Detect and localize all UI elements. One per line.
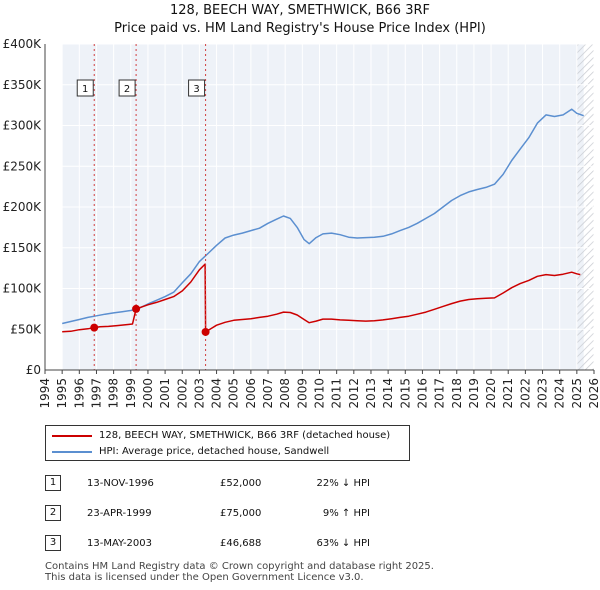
- x-tick-label: 2026: [587, 378, 600, 409]
- x-tick-label: 2022: [518, 378, 532, 409]
- x-tick-label: 1999: [124, 378, 138, 409]
- sale-number-badge: 2: [45, 505, 61, 521]
- sale-price: £75,000: [220, 508, 262, 519]
- sale-marker-badge: [76, 79, 94, 97]
- x-tick-label: 2013: [364, 378, 378, 409]
- sale-marker-label: 2: [124, 84, 130, 95]
- x-tick-label: 2000: [141, 378, 155, 409]
- x-tick-label: 2019: [467, 378, 481, 409]
- legend: 128, BEECH WAY, SMETHWICK, B66 3RF (deta…: [45, 425, 410, 461]
- x-tick-label: 2007: [261, 378, 275, 409]
- x-tick-label: 2002: [175, 378, 189, 409]
- x-tick-label: 1997: [89, 378, 103, 409]
- y-tick-label: £300K: [3, 119, 43, 133]
- x-tick-label: 1998: [107, 378, 121, 409]
- y-tick-label: £250K: [3, 159, 43, 173]
- sale-marker-badge: [188, 79, 206, 97]
- y-tick-label: £100K: [3, 282, 43, 296]
- x-tick-label: 2008: [278, 378, 292, 409]
- y-tick-label: £200K: [3, 200, 43, 214]
- sale-hpi-change: 63% ↓ HPI: [316, 538, 370, 549]
- price-chart: £0 £50K £100K £150K £200K £250K £300K £350K £400…: [3, 37, 600, 409]
- sale-date: 13-NOV-1996: [87, 478, 154, 489]
- sale-number-badge: 3: [45, 535, 61, 551]
- sale-marker-label: 1: [82, 84, 88, 95]
- x-tick-label: 2004: [210, 378, 224, 409]
- hpi-series-line: [62, 108, 584, 325]
- x-tick-label: 2020: [484, 378, 498, 409]
- footer: Contains HM Land Registry data © Crown c…: [45, 561, 434, 583]
- x-tick-label: 2015: [398, 378, 412, 409]
- sale-point: [201, 327, 210, 336]
- x-tick-label: 2017: [433, 378, 447, 409]
- sale-date: 13-MAY-2003: [87, 538, 153, 549]
- y-tick-label: £50K: [10, 322, 42, 336]
- legend-label-property: 128, BEECH WAY, SMETHWICK, B66 3RF (deta…: [99, 430, 391, 441]
- y-tick-label: £0: [26, 363, 41, 377]
- x-tick-label: 1994: [38, 378, 52, 409]
- x-tick-label: 2012: [347, 378, 361, 409]
- sale-price: £46,688: [220, 538, 262, 549]
- x-tick-label: 2010: [313, 378, 327, 409]
- sale-hpi-change: 22% ↓ HPI: [316, 478, 370, 489]
- sale-price: £52,000: [220, 478, 262, 489]
- y-tick-label: £150K: [3, 241, 43, 255]
- chart-title: 128, BEECH WAY, SMETHWICK, B66 3RF: [170, 3, 430, 18]
- sale-marker-label: 3: [193, 84, 199, 95]
- sale-point: [90, 323, 99, 332]
- footer-licence: This data is licensed under the Open Gov…: [45, 572, 364, 583]
- property-series-line: [62, 263, 581, 333]
- chart-subtitle: Price paid vs. HM Land Registry's House …: [114, 21, 486, 36]
- x-tick-label: 2024: [553, 378, 567, 409]
- x-tick-label: 1995: [55, 378, 69, 409]
- y-tick-label: £350K: [3, 78, 43, 92]
- x-tick-label: 2011: [330, 378, 344, 409]
- sale-date: 23-APR-1999: [87, 508, 152, 519]
- sale-point: [132, 304, 141, 313]
- footer-copyright: Contains HM Land Registry data © Crown c…: [45, 561, 434, 572]
- x-tick-label: 2023: [536, 378, 550, 409]
- x-tick-label: 2014: [381, 378, 395, 409]
- x-tick-label: 2021: [501, 378, 515, 409]
- x-tick-label: 2006: [244, 378, 258, 409]
- x-tick-label: 2005: [227, 378, 241, 409]
- legend-line-hpi: [52, 451, 92, 453]
- x-tick-label: 2003: [192, 378, 206, 409]
- x-tick-label: 2016: [415, 378, 429, 409]
- x-tick-label: 2001: [158, 378, 172, 409]
- x-tick-label: 2009: [295, 378, 309, 409]
- sale-number-badge: 1: [45, 475, 61, 491]
- x-tick-label: 2018: [450, 378, 464, 409]
- chart-title-block: 128, BEECH WAY, SMETHWICK, B66 3RF Price…: [0, 2, 600, 38]
- sale-marker-badge: [118, 79, 136, 97]
- legend-line-property: [52, 435, 92, 437]
- sale-hpi-change: 9% ↑ HPI: [322, 508, 370, 519]
- x-tick-label: 1996: [72, 378, 86, 409]
- legend-label-hpi: HPI: Average price, detached house, Sand…: [99, 446, 330, 457]
- x-tick-label: 2025: [570, 378, 584, 409]
- y-tick-label: £400K: [3, 37, 43, 51]
